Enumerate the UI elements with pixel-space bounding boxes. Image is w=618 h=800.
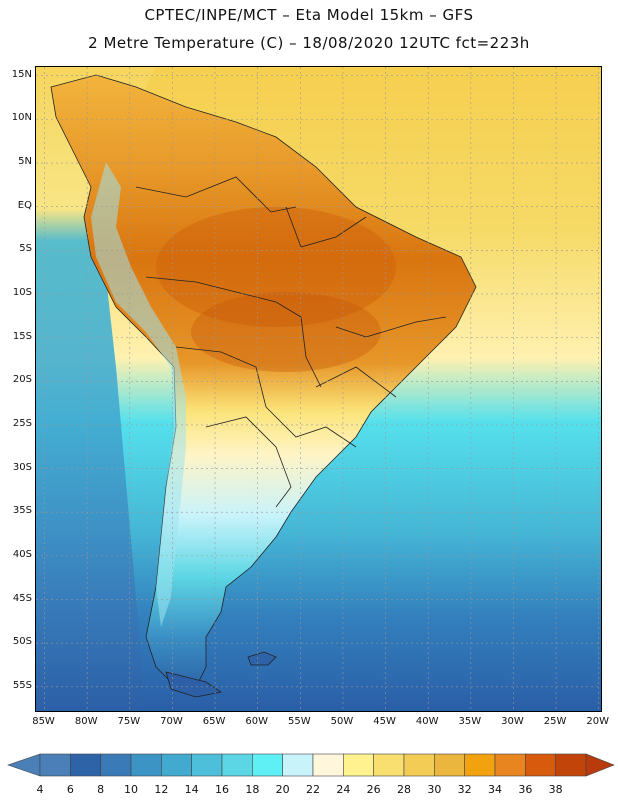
lon-tick-label: 85W [32,716,55,727]
colorbar-swatch [403,753,435,777]
south-america-landmass [50,74,477,688]
colorbar-swatch [494,753,526,777]
colorbar-swatch [39,753,71,777]
colorbar-swatch [434,753,465,777]
country-borders [135,176,447,508]
colorbar-tick-label: 34 [488,783,502,796]
colorbar-swatch [555,753,587,777]
lon-tick-label: 20W [586,716,610,727]
colorbar-swatch [312,753,344,777]
colorbar-low-arrow [7,753,41,777]
hot-core-cerrado [191,292,381,372]
colorbar-tick-label: 8 [97,783,105,796]
lon-tick-label: 65W [202,716,226,727]
lat-tick-label: 15S [12,330,32,342]
colorbar-swatch [282,753,314,777]
lat-tick-label: EQ [17,199,32,211]
colorbar-swatch [373,753,405,777]
colorbar-swatch [161,753,192,777]
colorbar-tick-label: 36 [518,783,533,796]
colorbar-swatch [525,753,556,777]
colorbar-high-arrow [585,753,615,777]
colorbar-tick-label: 24 [336,783,351,796]
falkland-islands [247,651,277,666]
lon-tick-label: 75W [117,716,141,727]
colorbar-tick-label: 26 [366,783,381,796]
lon-tick-label: 30W [501,716,524,727]
lat-tick-label: 55S [12,679,32,691]
colorbar-swatch [221,753,253,777]
lat-tick-label: 5S [19,243,32,255]
lon-tick-label: 40W [415,716,439,727]
colorbar-swatch [343,753,374,777]
colorbar-swatch [464,753,496,777]
lat-tick-label: 5N [18,156,32,168]
lat-tick-label: 25S [12,417,32,429]
colorbar-tick-label: 14 [184,783,199,796]
colorbar-tick-label: 12 [154,783,169,796]
lat-tick-label: 10N [11,112,32,124]
colorbar-tick-label: 18 [245,783,260,796]
colorbar-swatch [130,753,162,777]
tierra-del-fuego [165,671,223,698]
lat-tick-label: 40S [12,548,32,560]
colorbar-tick-label: 20 [275,783,290,796]
colorbar-tick-label: 6 [66,783,74,796]
colorbar-swatch [70,753,101,777]
lon-tick-label: 70W [160,716,183,727]
colorbar-swatch [191,753,223,777]
lon-tick-label: 55W [288,716,311,727]
lat-tick-label: 15N [11,68,32,80]
colorbar-swatch [252,753,283,777]
map-title-line1: CPTEC/INPE/MCT – Eta Model 15km – GFS [144,6,474,24]
colorbar-tick-label: 32 [457,783,472,796]
map-title-line2: 2 Metre Temperature (C) – 18/08/2020 12U… [88,34,530,52]
lat-tick-label: 10S [12,286,32,298]
temperature-colorbar [7,753,615,777]
colorbar-tick-label: 22 [306,783,320,796]
lon-tick-label: 25W [543,716,567,727]
colorbar-tick-label: 28 [397,783,411,796]
colorbar-tick-label: 4 [36,783,44,796]
temperature-map[interactable] [35,66,602,712]
lon-tick-label: 45W [373,716,396,727]
lat-tick-label: 45S [12,592,32,604]
andes-cool-band [91,162,186,627]
lon-tick-label: 60W [245,716,268,727]
lat-tick-label: 35S [12,505,32,517]
colorbar-tick-label: 38 [548,783,563,796]
colorbar-tick-label: 30 [427,783,442,796]
lon-tick-label: 35W [458,716,482,727]
pacific-ocean-area [36,67,156,711]
lon-tick-label: 50W [330,716,354,727]
colorbar-tick-label: 16 [215,783,229,796]
colorbar-swatch [100,753,132,777]
lat-tick-label: 30S [12,461,32,473]
lat-tick-label: 50S [12,636,32,648]
colorbar-tick-label: 10 [124,783,138,796]
lat-tick-label: 20S [12,374,32,386]
lon-tick-label: 80W [74,716,98,727]
